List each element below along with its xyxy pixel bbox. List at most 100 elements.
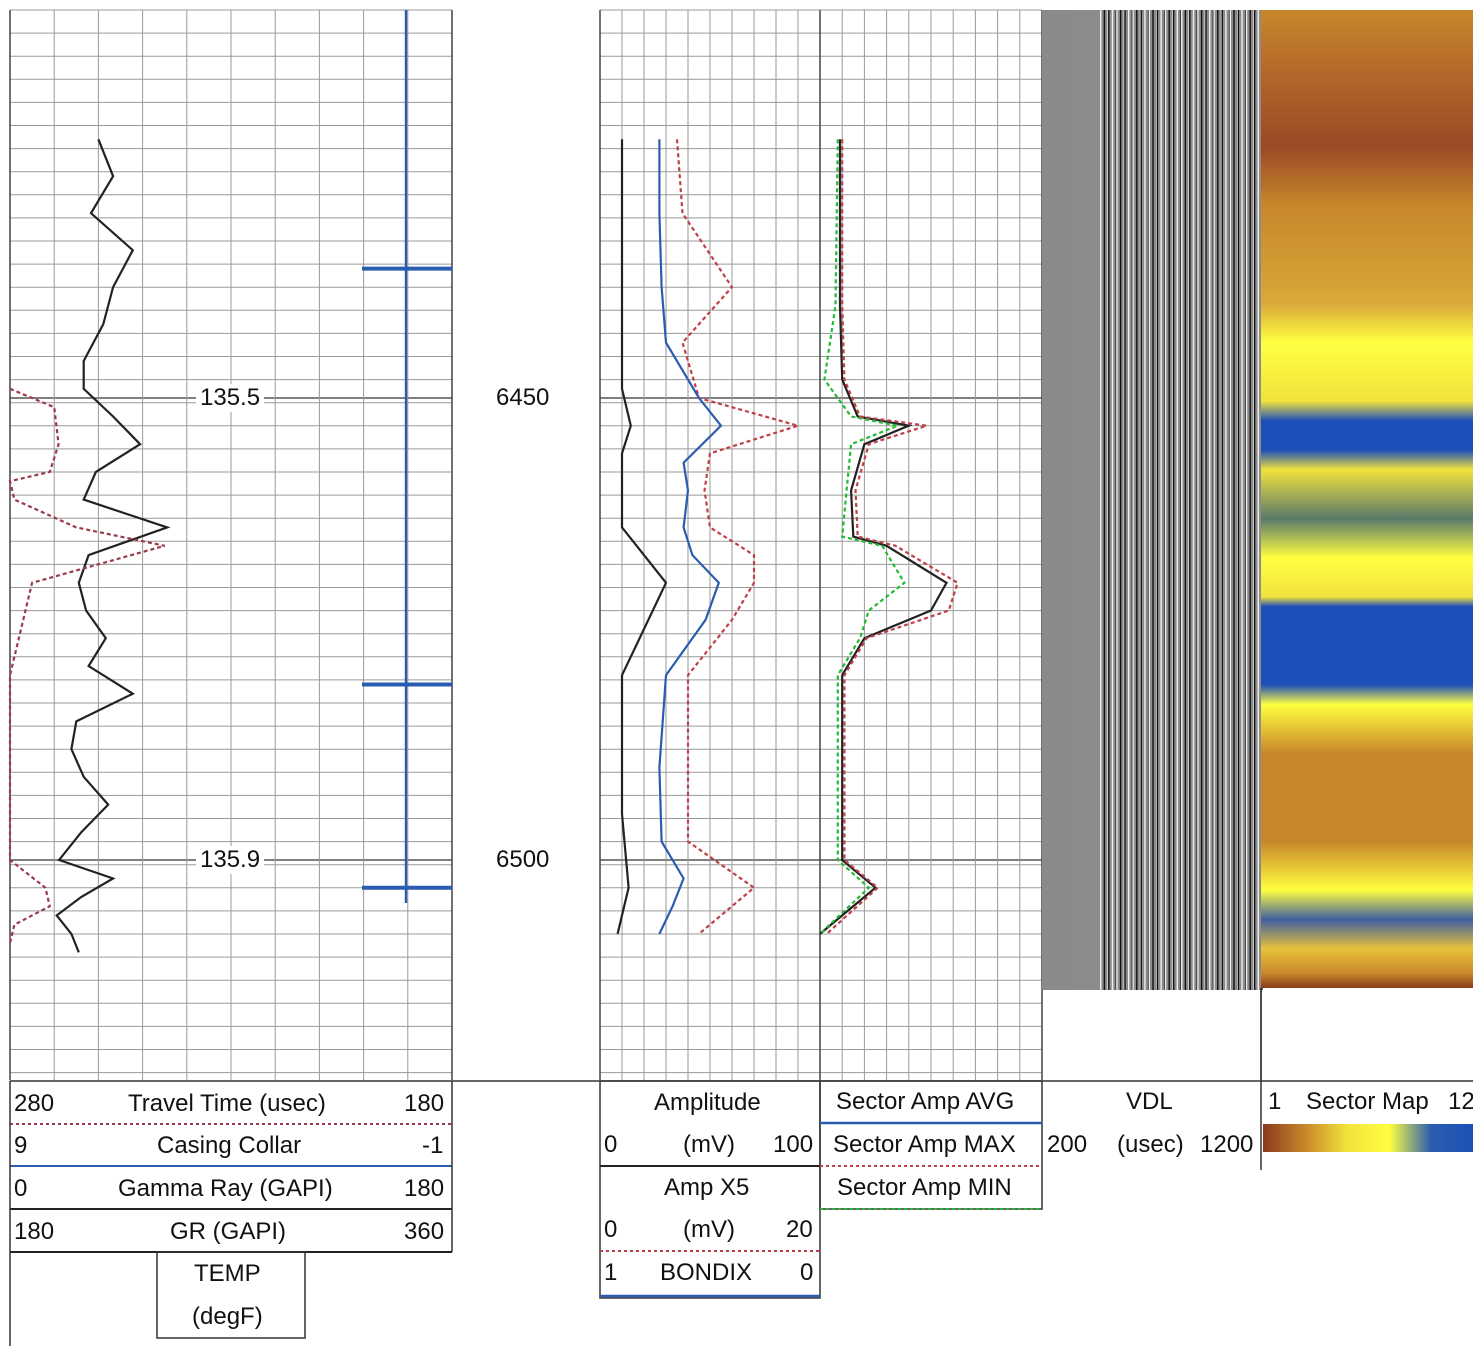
- vdl-image: [1042, 10, 1263, 990]
- curve-sector-amp-avg: [819, 139, 948, 935]
- bondix-right: 0: [800, 1259, 814, 1286]
- gamma-ray-left: 0: [14, 1175, 28, 1202]
- casing-collar-right: -1: [422, 1132, 444, 1159]
- amplitude-right: 100: [773, 1131, 814, 1158]
- vdl-stripe: [1111, 10, 1114, 990]
- curve-bondix: [658, 139, 723, 935]
- vdl-stripe: [1172, 10, 1174, 990]
- vdl-stripe: [1253, 10, 1255, 990]
- vdl-stripe: [1225, 10, 1227, 990]
- gr-left: 180: [14, 1218, 55, 1245]
- casing-collar-name: Casing Collar: [157, 1132, 302, 1159]
- vdl-right: 1200: [1200, 1131, 1254, 1158]
- vdl-stripe: [1108, 10, 1110, 990]
- sector-map-colorbar: [1263, 1124, 1473, 1152]
- vdl-unit: (usec): [1117, 1131, 1184, 1158]
- temp-label-bottom: 135.9: [196, 846, 265, 874]
- curve-amp-x5-mv-: [675, 139, 802, 935]
- vdl-stripe: [1213, 10, 1215, 990]
- amplitude-unit: (mV): [683, 1131, 735, 1158]
- vdl-stripe: [1229, 10, 1231, 990]
- vdl-stripe: [1205, 10, 1207, 990]
- vdl-stripe: [1212, 10, 1215, 990]
- curve-sector-amp-max: [825, 139, 959, 935]
- vdl-stripe: [1241, 10, 1243, 990]
- vdl-stripe: [1217, 10, 1219, 990]
- log-curves: [8, 10, 959, 953]
- vdl-left: 200: [1047, 1131, 1088, 1158]
- casing-collar-left: 9: [14, 1132, 28, 1159]
- travel-time-name: Travel Time (usec): [128, 1090, 326, 1117]
- bondix-name: BONDIX: [660, 1259, 753, 1286]
- vdl-stripe: [1221, 10, 1223, 990]
- amplitude-left: 0: [604, 1131, 618, 1158]
- sector-max-name: Sector Amp MAX: [833, 1131, 1016, 1158]
- vdl-stripe: [1192, 10, 1195, 990]
- vdl-background: [1042, 10, 1261, 990]
- curve-sector-amp-min: [819, 139, 906, 935]
- gr-right: 360: [404, 1218, 445, 1245]
- vdl-stripe: [1189, 10, 1191, 990]
- curve-travel-time-usec-: [8, 387, 165, 944]
- vdl-stripe: [1184, 10, 1187, 990]
- vdl-stripe: [1119, 10, 1122, 990]
- vdl-stripe: [1136, 10, 1138, 990]
- curve-amplitude-mv-: [616, 139, 668, 935]
- vdl-stripe: [1200, 10, 1203, 990]
- vdl-stripe: [1253, 10, 1256, 990]
- vdl-stripe: [1197, 10, 1199, 990]
- sector-map-right: 12: [1448, 1088, 1473, 1115]
- vdl-shade: [1042, 10, 1072, 990]
- vdl-stripe: [1144, 10, 1146, 990]
- sector-min-name: Sector Amp MIN: [837, 1174, 1012, 1201]
- vdl-stripe: [1209, 10, 1211, 990]
- vdl-stripe: [1237, 10, 1240, 990]
- vdl-stripe: [1257, 10, 1259, 990]
- amplitude-name: Amplitude: [654, 1089, 761, 1116]
- vdl-name: VDL: [1126, 1088, 1173, 1115]
- temp-header-line2: (degF): [192, 1303, 263, 1330]
- vdl-stripe: [1103, 10, 1106, 990]
- depth-label-6500: 6500: [496, 846, 550, 873]
- vdl-stripe: [1128, 10, 1130, 990]
- vdl-stripe: [1233, 10, 1235, 990]
- vdl-stripe: [1132, 10, 1134, 990]
- vdl-stripe: [1160, 10, 1162, 990]
- sector-map-rect: [1261, 10, 1473, 988]
- vdl-stripe: [1181, 10, 1183, 990]
- sector-avg-name: Sector Amp AVG: [836, 1088, 1015, 1115]
- ampx5-right: 20: [786, 1216, 813, 1243]
- vdl-stripe: [1245, 10, 1248, 990]
- header-borders: [9, 1080, 1473, 1346]
- vdl-stripe: [1172, 10, 1175, 990]
- temp-header-box: [156, 1251, 306, 1339]
- vdl-stripe: [1249, 10, 1251, 990]
- depth-label-6450: 6450: [496, 384, 550, 411]
- sector-map-image: [1260, 10, 1473, 1170]
- vdl-stripe: [1152, 10, 1154, 990]
- curve-gamma-ray-gapi-: [55, 138, 171, 953]
- vdl-stripe: [1164, 10, 1167, 990]
- vdl-stripe: [1131, 10, 1134, 990]
- grid-lines: [9, 9, 1262, 1080]
- ampx5-left: 0: [604, 1216, 618, 1243]
- vdl-stripe: [1116, 10, 1118, 990]
- travel-time-left: 280: [14, 1090, 55, 1117]
- vdl-stripe: [1168, 10, 1170, 990]
- sector-map-left: 1: [1268, 1088, 1282, 1115]
- vdl-stripe: [1140, 10, 1142, 990]
- bondix-left: 1: [604, 1259, 618, 1286]
- vdl-stripe: [1148, 10, 1150, 990]
- vdl-stripe: [1100, 10, 1102, 990]
- gr-name: GR (GAPI): [170, 1218, 287, 1245]
- temp-label-top: 135.5: [196, 384, 265, 412]
- gamma-ray-right: 180: [404, 1175, 445, 1202]
- ampx5-name: Amp X5: [664, 1174, 750, 1201]
- sector-map-name: Sector Map: [1306, 1088, 1429, 1115]
- travel-time-right: 180: [404, 1090, 445, 1117]
- gamma-ray-name: Gamma Ray (GAPI): [118, 1175, 333, 1202]
- temp-header-line1: TEMP: [194, 1260, 261, 1287]
- vdl-stripe: [1176, 10, 1178, 990]
- vdl-stripe: [1124, 10, 1126, 990]
